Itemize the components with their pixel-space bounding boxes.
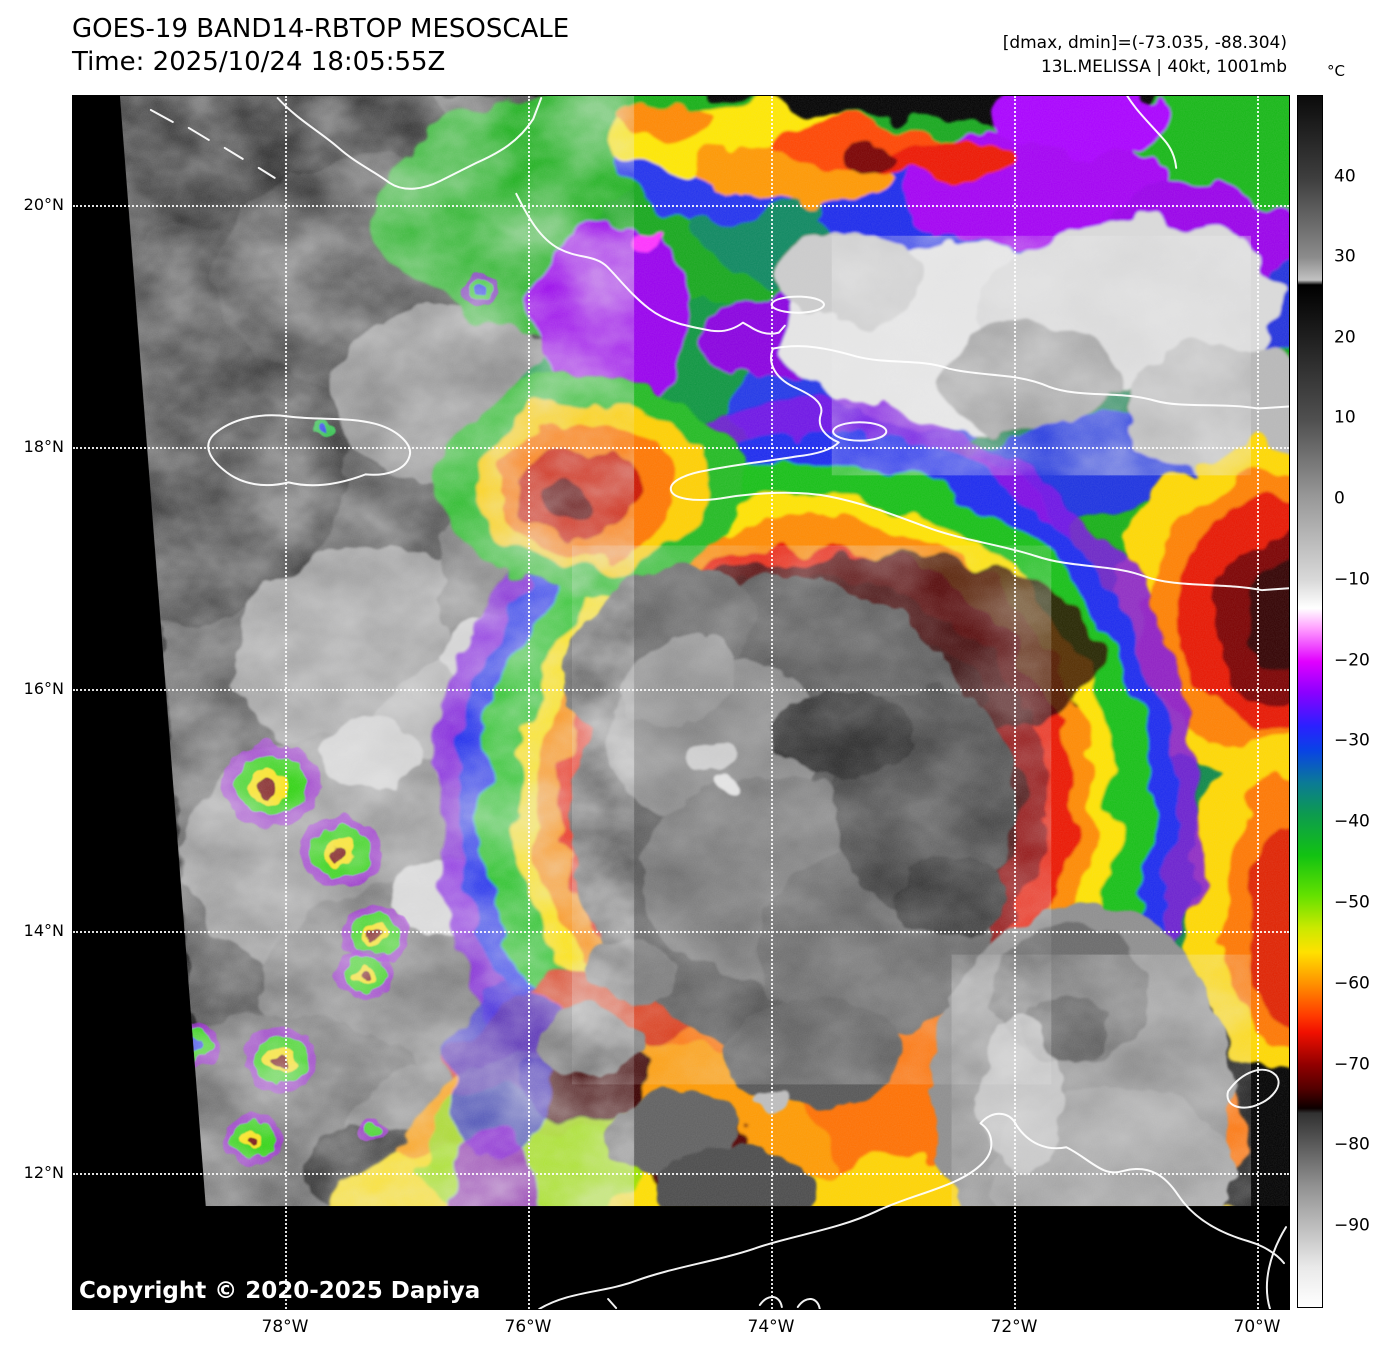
latitude-gridline (73, 1173, 1289, 1175)
colorbar-tick-label: −40 (1334, 811, 1370, 832)
longitude-gridline (771, 96, 773, 1309)
longitude-tick-label: 78°W (261, 1317, 309, 1337)
longitude-gridline (1014, 96, 1016, 1309)
copyright-watermark: Copyright © 2020-2025 Dapiya (79, 1278, 481, 1304)
satellite-image (73, 96, 1289, 1309)
colorbar-tick-label: 10 (1334, 407, 1356, 428)
colorbar-tick-label: 40 (1334, 166, 1356, 187)
dmax-dmin-readout: [dmax, dmin]=(-73.035, -88.304) (1002, 33, 1287, 53)
colorbar-tick-label: −90 (1334, 1215, 1370, 1236)
tortuga-island-coastline (770, 295, 825, 314)
latitude-tick-label: 18°N (23, 437, 64, 457)
colorbar-tick-label: −10 (1334, 569, 1370, 590)
colorbar-unit-label: °C (1327, 62, 1345, 80)
hispaniola-north-coastline (771, 345, 1289, 410)
longitude-tick-label: 70°W (1233, 1317, 1281, 1337)
latitude-tick-label: 20°N (23, 195, 64, 215)
guajira-peninsula-coastline (1226, 1068, 1280, 1109)
longitude-tick-label: 72°W (990, 1317, 1038, 1337)
product-title: GOES-19 BAND14-RBTOP MESOSCALE (72, 14, 570, 44)
hispaniola-west-south-coastline (670, 347, 1289, 592)
colorbar (1297, 95, 1323, 1308)
colorbar-tick-label: 20 (1334, 327, 1356, 348)
colorbar-tick-label: 30 (1334, 246, 1356, 267)
latitude-gridline (73, 931, 1289, 933)
longitude-gridline (528, 96, 530, 1309)
latitude-tick-label: 16°N (23, 679, 64, 699)
storm-status: 13L.MELISSA | 40kt, 1001mb (1040, 57, 1287, 77)
jamaica-coastline (207, 414, 412, 487)
colorbar-tick-label: −70 (1334, 1054, 1370, 1075)
colorbar-tick-label: −30 (1334, 730, 1370, 751)
colorbar-tick-label: −80 (1334, 1134, 1370, 1155)
colorbar-tick-label: −50 (1334, 892, 1370, 913)
longitude-gridline (285, 96, 287, 1309)
cuba-south-coastline (515, 192, 786, 335)
cuba-islands-coastline (149, 108, 276, 179)
cloud-texture-overlay (119, 96, 1289, 1207)
latitude-tick-label: 14°N (23, 921, 64, 941)
longitude-tick-label: 74°W (747, 1317, 795, 1337)
latitude-gridline (73, 689, 1289, 691)
product-time: Time: 2025/10/24 18:05:55Z (72, 47, 446, 77)
latitude-tick-label: 12°N (23, 1163, 64, 1183)
colorbar-tick-label: −60 (1334, 973, 1370, 994)
south-america-coastline (538, 1112, 1286, 1309)
colorbar-tick-label: −20 (1334, 650, 1370, 671)
satellite-map: Copyright © 2020-2025 Dapiya (72, 95, 1290, 1310)
latitude-gridline (73, 447, 1289, 449)
longitude-tick-label: 76°W (504, 1317, 552, 1337)
coastline-fragments (607, 1296, 821, 1309)
colorbar-tick-label: 0 (1334, 488, 1345, 509)
hispaniola-northeast-coastline (1126, 96, 1178, 169)
longitude-gridline (1257, 96, 1259, 1309)
latitude-gridline (73, 205, 1289, 207)
cuba-coastline (276, 96, 543, 190)
right-edge-coastline (1265, 1226, 1288, 1309)
gonave-island-coastline (832, 421, 888, 442)
